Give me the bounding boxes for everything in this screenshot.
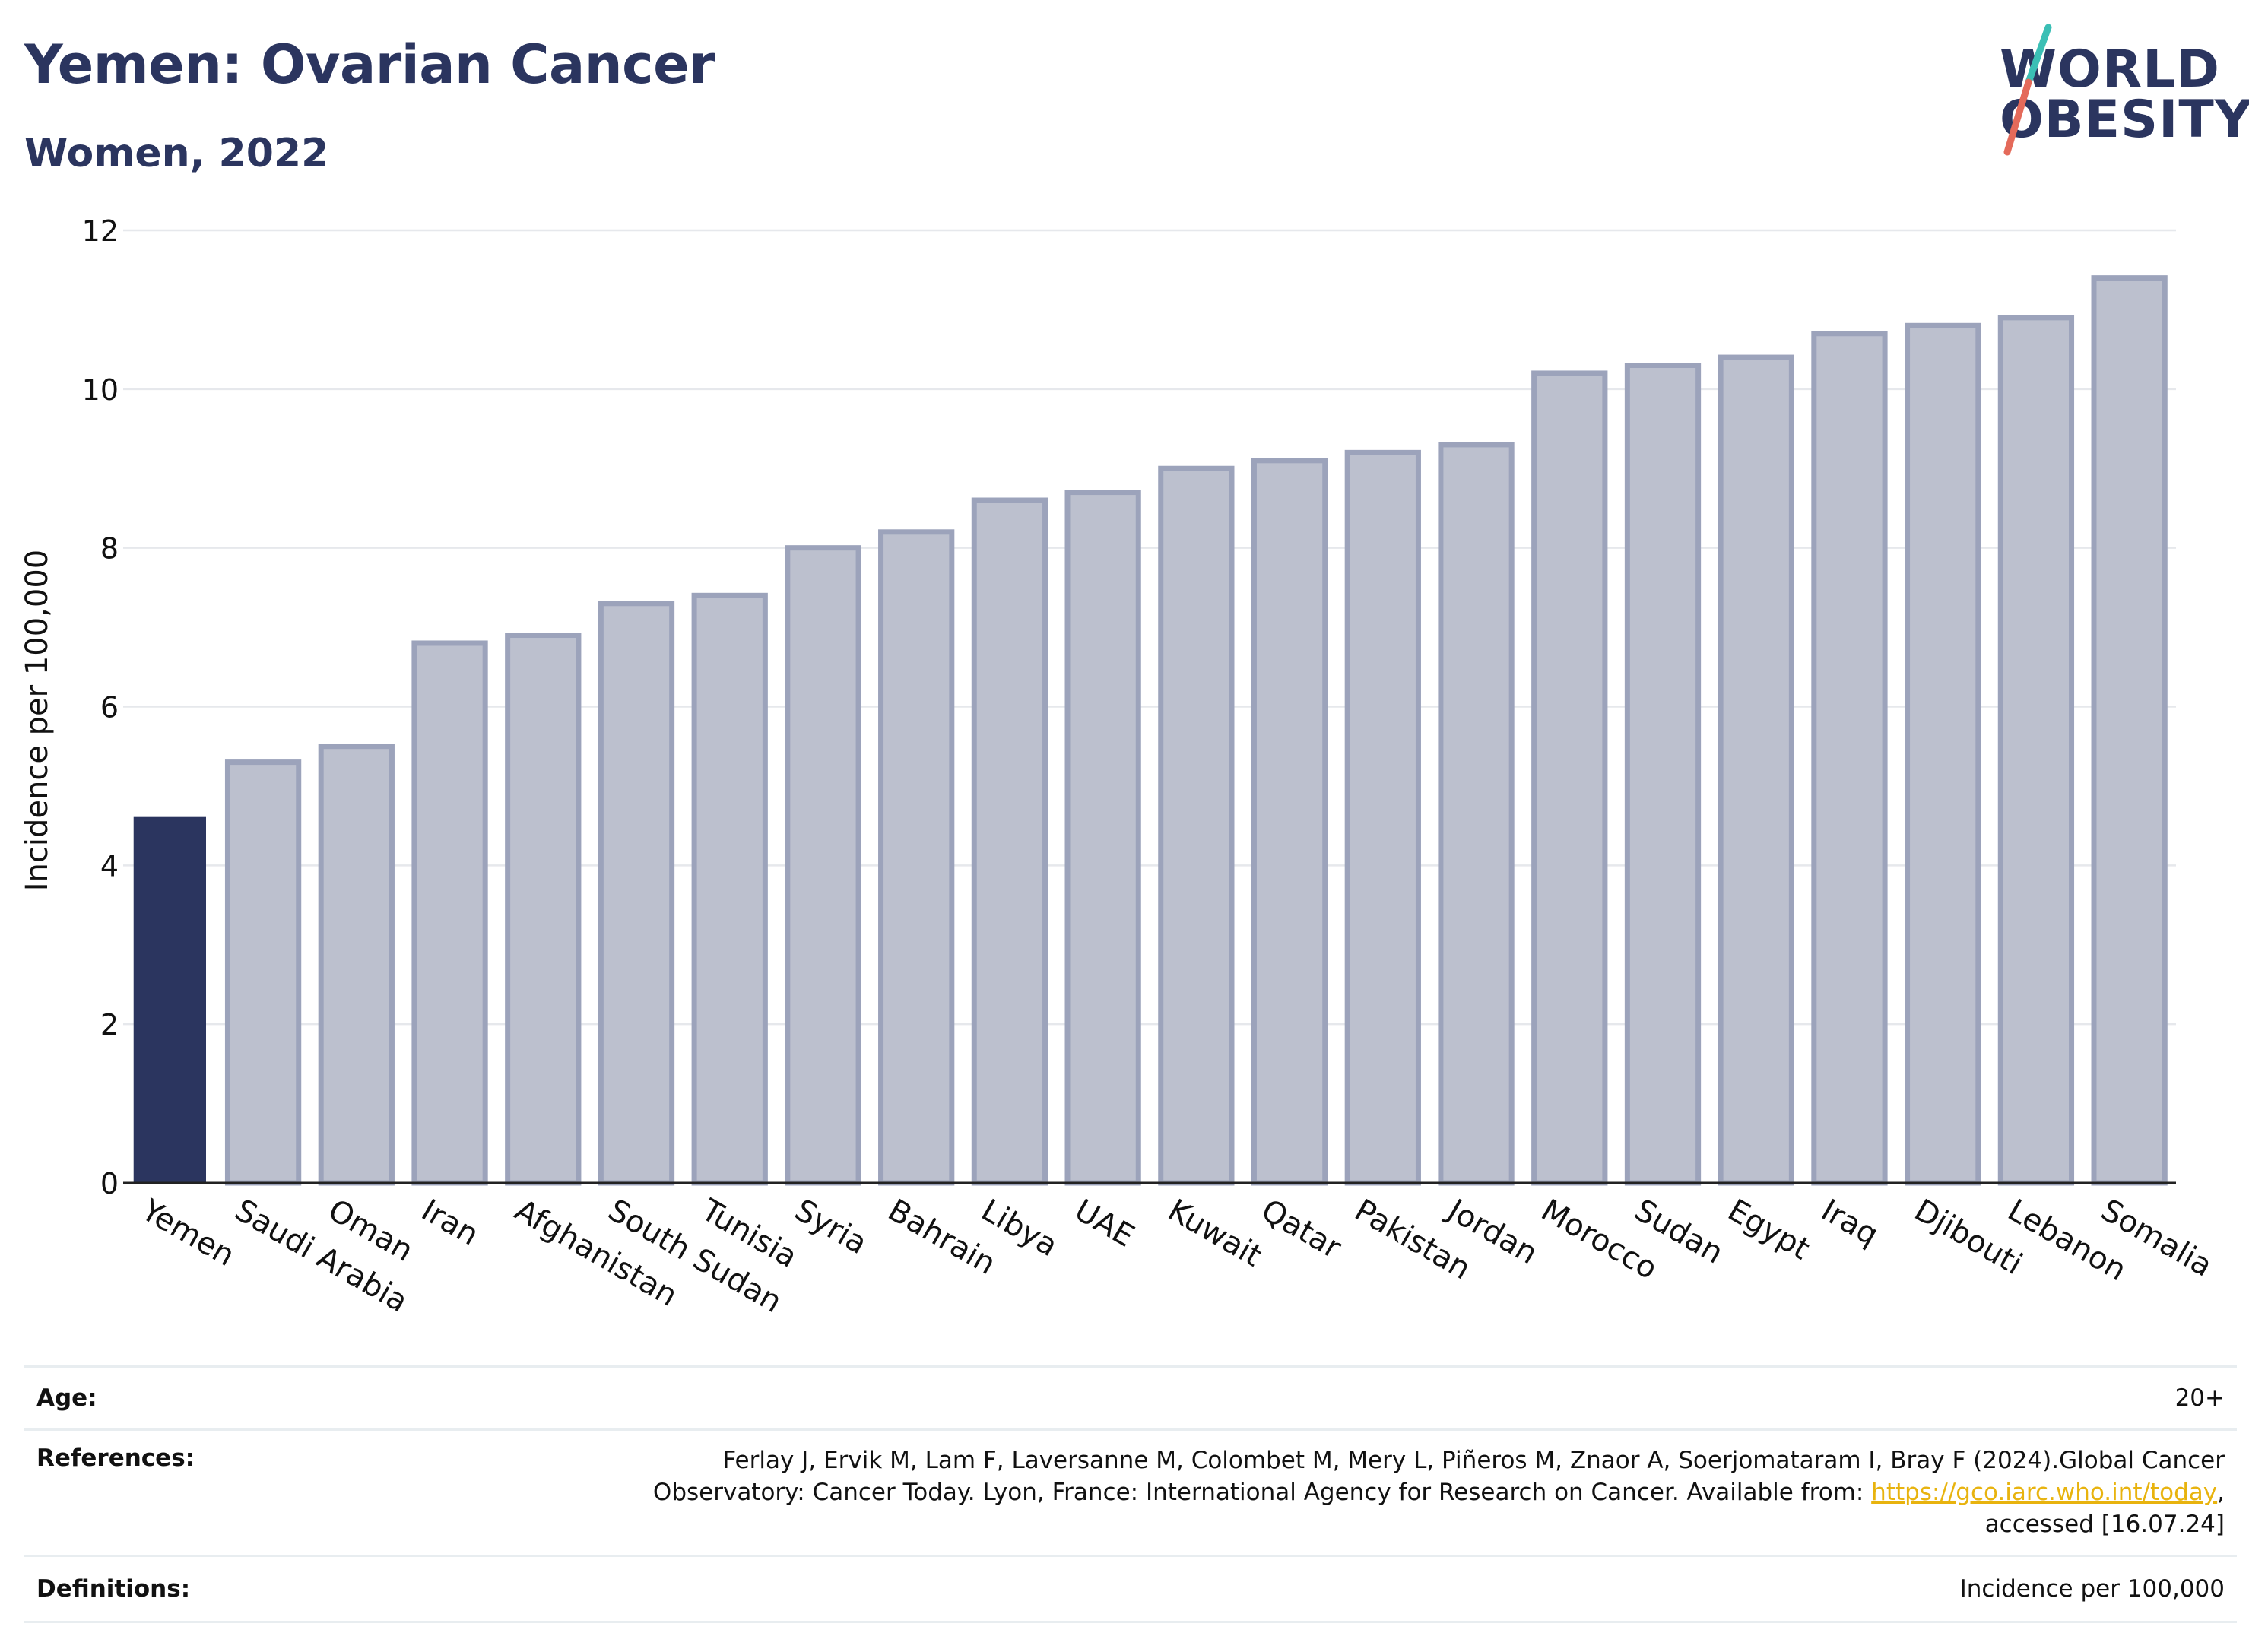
y-tick-label: 12 [82, 214, 119, 248]
info-row-age: Age: 20+ [24, 1365, 2237, 1428]
x-tick-label: Kuwait [1162, 1193, 1267, 1274]
bar [691, 592, 768, 1186]
bar [1251, 458, 1328, 1186]
bar [224, 759, 302, 1186]
x-tick-label: Egypt [1722, 1193, 1816, 1267]
x-tick-label: Yemen [135, 1192, 240, 1273]
x-tick-label: UAE [1069, 1193, 1140, 1254]
bar [598, 601, 675, 1186]
page-subtitle: Women, 2022 [24, 131, 329, 176]
bar [1438, 442, 1515, 1186]
bar [2091, 275, 2168, 1186]
bars [133, 275, 2168, 1186]
info-table: Age: 20+ References: Ferlay J, Ervik M, … [24, 1365, 2237, 1623]
y-tick-label: 0 [100, 1167, 119, 1200]
bar [1624, 363, 1702, 1186]
bar [505, 633, 582, 1186]
references-value: Ferlay J, Ervik M, Lam F, Laversanne M, … [653, 1444, 2237, 1540]
definitions-label: Definitions: [36, 1575, 191, 1603]
y-tick-labels: 0 2 4 6 8 10 12 [82, 214, 119, 1200]
x-tick-label: Iran [416, 1193, 485, 1253]
logo-line-2: OBESITY [2000, 90, 2249, 150]
info-row-references: References: Ferlay J, Ervik M, Lam F, La… [24, 1428, 2237, 1555]
y-tick-label: 2 [100, 1008, 119, 1042]
age-value: 20+ [2174, 1384, 2225, 1412]
x-tick-label: Qatar [1255, 1193, 1347, 1266]
bar [1344, 449, 1421, 1186]
bar [1531, 370, 1608, 1186]
x-tick-label: Djibouti [1908, 1193, 2028, 1282]
y-tick-label: 10 [82, 373, 119, 407]
world-obesity-logo: WORLD OBESITY [1992, 21, 2249, 166]
references-line-3: accessed [16.07.24] [1984, 1511, 2225, 1538]
x-tick-label: Bahrain [882, 1193, 1001, 1282]
references-line-2: Observatory: Cancer Today. Lyon, France:… [652, 1479, 1872, 1506]
info-row-definitions: Definitions: Incidence per 100,000 [24, 1555, 2237, 1623]
y-tick-label: 4 [100, 849, 119, 883]
bar [133, 816, 207, 1184]
references-link[interactable]: https://gco.iarc.who.int/today [1871, 1479, 2218, 1506]
bar [1811, 331, 1888, 1186]
y-tick-label: 8 [100, 532, 119, 566]
bar [1905, 322, 1981, 1186]
x-tick-label: Syria [788, 1193, 873, 1261]
bar [1997, 315, 2075, 1186]
bar [411, 640, 488, 1186]
bar [878, 529, 955, 1186]
bar [785, 545, 861, 1186]
bar [318, 744, 395, 1186]
bar [1718, 354, 1794, 1186]
references-label: References: [36, 1444, 195, 1472]
age-label: Age: [36, 1384, 97, 1412]
bar [971, 497, 1048, 1186]
logo-slash-icon [2003, 24, 2052, 156]
references-line-1: Ferlay J, Ervik M, Lam F, Laversanne M, … [722, 1447, 2225, 1474]
y-tick-label: 6 [100, 691, 119, 725]
bar [1158, 465, 1235, 1186]
bar [1064, 490, 1141, 1186]
page-title: Yemen: Ovarian Cancer [24, 33, 715, 96]
x-tick-label: Iraq [1815, 1193, 1884, 1253]
references-line-2-suffix: , [2217, 1479, 2225, 1506]
y-axis-label: Incidence per 100,000 [20, 550, 55, 892]
definitions-value: Incidence per 100,000 [1959, 1575, 2225, 1603]
